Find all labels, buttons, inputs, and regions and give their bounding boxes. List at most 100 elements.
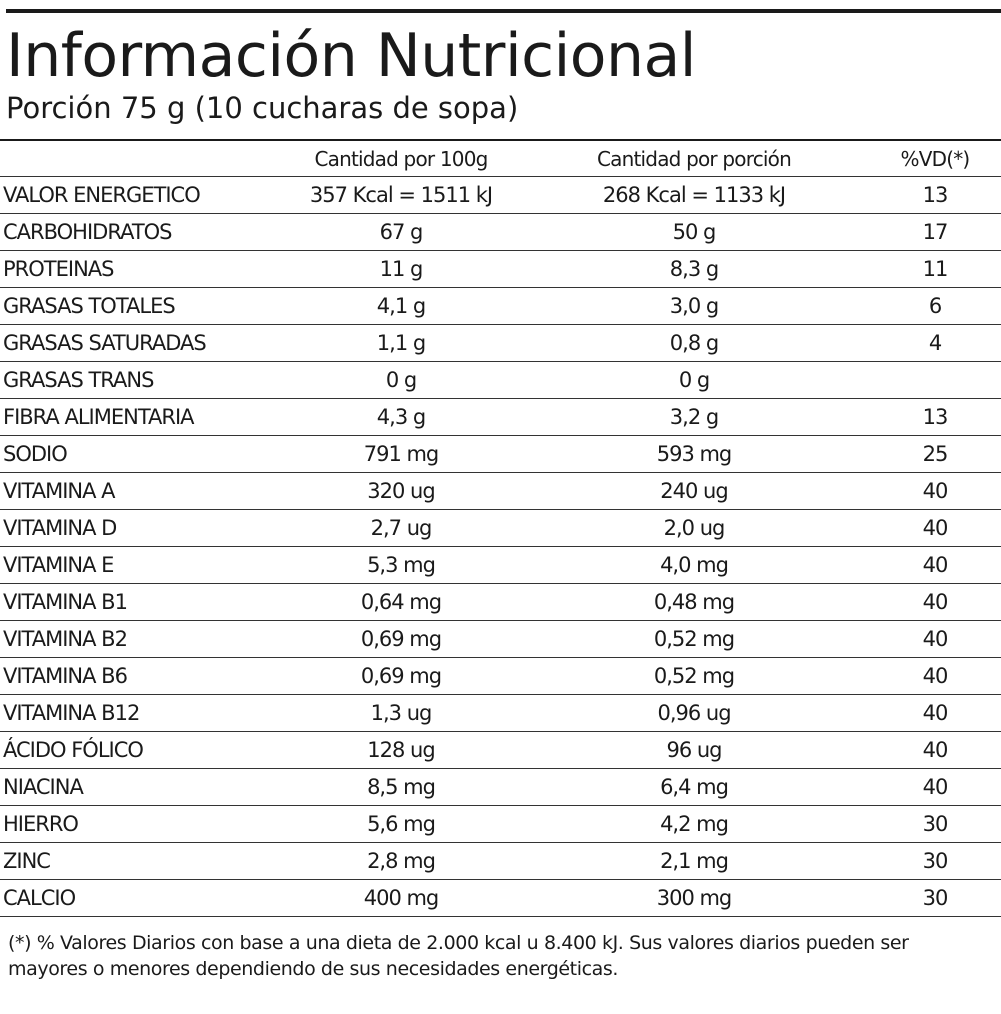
nutrient-name: NIACINA — [0, 768, 283, 806]
table-row: VITAMINA B2 0,69 mg 0,52 mg 40 — [0, 620, 1001, 658]
amount-per-100g: 5,6 mg — [283, 805, 519, 843]
amount-per-100g: 11 g — [283, 250, 519, 288]
amount-per-100g: 4,3 g — [283, 398, 519, 436]
daily-value: 40 — [869, 731, 1001, 769]
table-row: VALOR ENERGETICO 357 Kcal = 1511 kJ 268 Kc… — [0, 176, 1001, 214]
table-row: VITAMINA B1 0,64 mg 0,48 mg 40 — [0, 583, 1001, 621]
amount-per-100g: 400 mg — [283, 879, 519, 917]
daily-value: 4 — [869, 324, 1001, 362]
amount-per-portion: 593 mg — [519, 435, 869, 473]
amount-per-portion: 96 ug — [519, 731, 869, 769]
amount-per-100g: 357 Kcal = 1511 kJ — [283, 176, 519, 214]
nutrient-name: VITAMINA B6 — [0, 657, 283, 695]
amount-per-portion: 3,0 g — [519, 287, 869, 325]
table-row: CALCIO 400 mg 300 mg 30 — [0, 879, 1001, 917]
table-row: SODIO 791 mg 593 mg 25 — [0, 435, 1001, 473]
amount-per-portion: 8,3 g — [519, 250, 869, 288]
nutrient-name: HIERRO — [0, 805, 283, 843]
amount-per-100g: 2,7 ug — [283, 509, 519, 547]
table-row: ÁCIDO FÓLICO 128 ug 96 ug 40 — [0, 731, 1001, 769]
table-row: VITAMINA B12 1,3 ug 0,96 ug 40 — [0, 694, 1001, 732]
amount-per-100g: 1,1 g — [283, 324, 519, 362]
amount-per-100g: 0 g — [283, 361, 519, 399]
amount-per-100g: 128 ug — [283, 731, 519, 769]
table-row: FIBRA ALIMENTARIA 4,3 g 3,2 g 13 — [0, 398, 1001, 436]
nutrition-table: Cantidad por 100g Cantidad por porción %… — [0, 139, 1001, 917]
daily-value: 40 — [869, 620, 1001, 658]
daily-value: 40 — [869, 546, 1001, 584]
amount-per-portion: 0,52 mg — [519, 620, 869, 658]
daily-value — [869, 361, 1001, 399]
nutrient-name: PROTEINAS — [0, 250, 283, 288]
amount-per-portion: 4,2 mg — [519, 805, 869, 843]
daily-value: 30 — [869, 879, 1001, 917]
nutrient-name: ZINC — [0, 842, 283, 880]
nutrient-name: GRASAS SATURADAS — [0, 324, 283, 362]
serving-size: Porción 75 g (10 cucharas de sopa) — [6, 91, 519, 125]
amount-per-portion: 4,0 mg — [519, 546, 869, 584]
amount-per-100g: 0,64 mg — [283, 583, 519, 621]
nutrition-table-container: Cantidad por 100g Cantidad por porción %… — [0, 139, 1001, 917]
amount-per-100g: 0,69 mg — [283, 657, 519, 695]
nutrient-name: CALCIO — [0, 879, 283, 917]
daily-value: 30 — [869, 842, 1001, 880]
header-per-portion: Cantidad por porción — [519, 139, 869, 177]
nutrient-name: VALOR ENERGETICO — [0, 176, 283, 214]
amount-per-100g: 67 g — [283, 213, 519, 251]
daily-value: 40 — [869, 694, 1001, 732]
nutrient-name: VITAMINA B1 — [0, 583, 283, 621]
amount-per-portion: 300 mg — [519, 879, 869, 917]
table-header: Cantidad por 100g Cantidad por porción %… — [0, 139, 1001, 177]
nutrient-name: VITAMINA E — [0, 546, 283, 584]
nutrient-name: GRASAS TOTALES — [0, 287, 283, 325]
amount-per-portion: 2,1 mg — [519, 842, 869, 880]
header-per-100g: Cantidad por 100g — [283, 139, 519, 177]
table-row: PROTEINAS 11 g 8,3 g 11 — [0, 250, 1001, 288]
header-row: Cantidad por 100g Cantidad por porción %… — [0, 139, 1001, 177]
nutrient-name: SODIO — [0, 435, 283, 473]
daily-value: 13 — [869, 176, 1001, 214]
amount-per-100g: 4,1 g — [283, 287, 519, 325]
table-body: VALOR ENERGETICO 357 Kcal = 1511 kJ 268 Kc… — [0, 176, 1001, 917]
amount-per-100g: 791 mg — [283, 435, 519, 473]
nutrient-name: VITAMINA B2 — [0, 620, 283, 658]
page-title: Información Nutricional — [6, 21, 696, 91]
daily-value: 40 — [869, 583, 1001, 621]
daily-value: 30 — [869, 805, 1001, 843]
amount-per-100g: 0,69 mg — [283, 620, 519, 658]
amount-per-portion: 0,96 ug — [519, 694, 869, 732]
amount-per-portion: 3,2 g — [519, 398, 869, 436]
amount-per-portion: 50 g — [519, 213, 869, 251]
daily-value: 11 — [869, 250, 1001, 288]
amount-per-portion: 240 ug — [519, 472, 869, 510]
table-row: VITAMINA D 2,7 ug 2,0 ug 40 — [0, 509, 1001, 547]
table-row: NIACINA 8,5 mg 6,4 mg 40 — [0, 768, 1001, 806]
amount-per-portion: 0,52 mg — [519, 657, 869, 695]
nutrient-name: VITAMINA B12 — [0, 694, 283, 732]
nutrient-name: ÁCIDO FÓLICO — [0, 731, 283, 769]
daily-value: 40 — [869, 472, 1001, 510]
nutrient-name: GRASAS TRANS — [0, 361, 283, 399]
amount-per-portion: 6,4 mg — [519, 768, 869, 806]
amount-per-100g: 320 ug — [283, 472, 519, 510]
amount-per-portion: 0,8 g — [519, 324, 869, 362]
top-rule — [6, 9, 1001, 13]
amount-per-portion: 0 g — [519, 361, 869, 399]
table-row: ZINC 2,8 mg 2,1 mg 30 — [0, 842, 1001, 880]
amount-per-portion: 2,0 ug — [519, 509, 869, 547]
daily-value: 40 — [869, 657, 1001, 695]
daily-value: 17 — [869, 213, 1001, 251]
footnote: (*) % Valores Diarios con base a una die… — [8, 932, 909, 980]
header-daily-value: %VD(*) — [869, 139, 1001, 177]
daily-value: 40 — [869, 768, 1001, 806]
table-row: CARBOHIDRATOS 67 g 50 g 17 — [0, 213, 1001, 251]
amount-per-portion: 268 Kcal = 1133 kJ — [519, 176, 869, 214]
amount-per-100g: 2,8 mg — [283, 842, 519, 880]
daily-value: 40 — [869, 509, 1001, 547]
amount-per-portion: 0,48 mg — [519, 583, 869, 621]
daily-value: 25 — [869, 435, 1001, 473]
nutrient-name: CARBOHIDRATOS — [0, 213, 283, 251]
